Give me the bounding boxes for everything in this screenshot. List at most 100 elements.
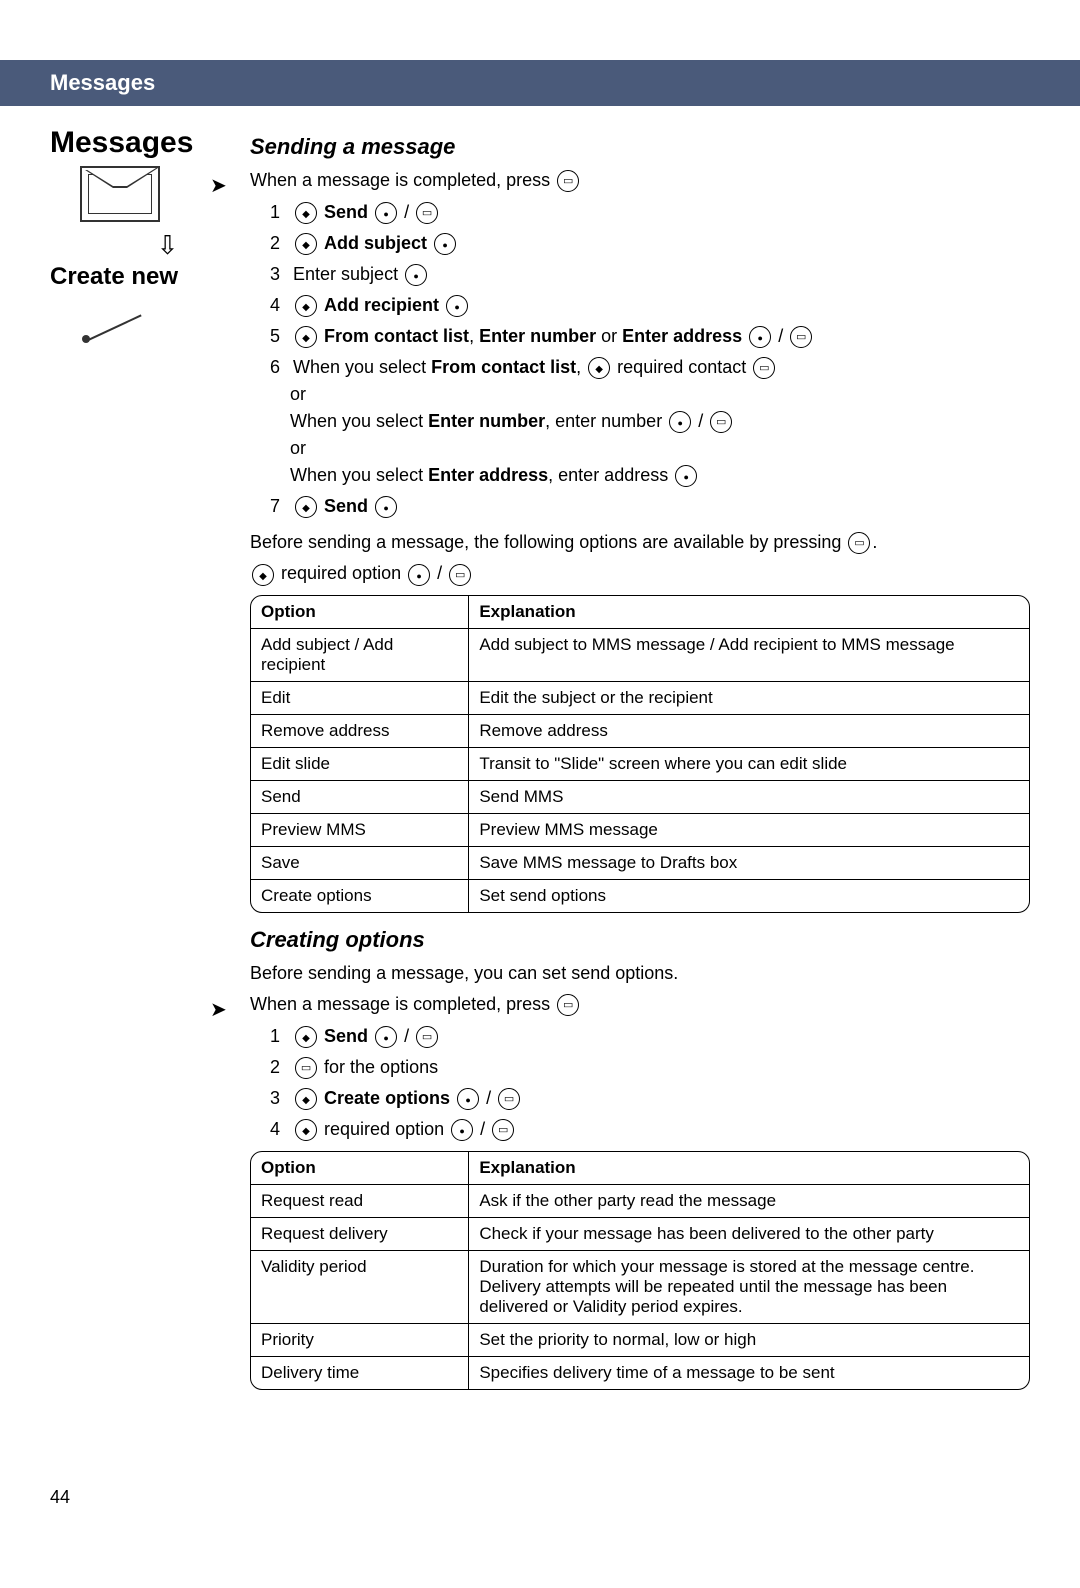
req-option-line: required option / bbox=[250, 561, 1030, 586]
arrow-right-icon: ➤ bbox=[210, 996, 227, 1024]
table-cell: Transit to "Slide" screen where you can … bbox=[469, 747, 1029, 780]
nav-icon bbox=[295, 295, 317, 317]
softkey-icon bbox=[416, 202, 438, 224]
table-row: Request deliveryCheck if your message ha… bbox=[251, 1217, 1029, 1250]
creating-intro2: ➤ When a message is completed, press bbox=[250, 992, 1030, 1017]
table-cell: Preview MMS message bbox=[469, 813, 1029, 846]
center-key-icon bbox=[434, 233, 456, 255]
table-row: PrioritySet the priority to normal, low … bbox=[251, 1323, 1029, 1356]
table-row: Remove addressRemove address bbox=[251, 714, 1029, 747]
options-table-1: Option Explanation Add subject / Add rec… bbox=[250, 595, 1030, 913]
center-key-icon bbox=[375, 202, 397, 224]
creating-steps: 1 Send / 2 for the options 3 Create opti… bbox=[250, 1023, 1030, 1143]
nav-icon bbox=[252, 564, 274, 586]
table-cell: Validity period bbox=[251, 1250, 469, 1323]
softkey-icon bbox=[416, 1026, 438, 1048]
table-cell: Remove address bbox=[469, 714, 1029, 747]
table-header: Explanation bbox=[469, 596, 1029, 629]
table-header: Option bbox=[251, 596, 469, 629]
center-key-icon bbox=[675, 465, 697, 487]
softkey-icon bbox=[498, 1088, 520, 1110]
center-key-icon bbox=[375, 1026, 397, 1048]
softkey-icon bbox=[557, 170, 579, 192]
down-arrow-icon: ⇩ bbox=[105, 230, 230, 261]
center-key-icon bbox=[405, 264, 427, 286]
table-cell: Add subject / Add recipient bbox=[251, 628, 469, 681]
table-cell: Request delivery bbox=[251, 1217, 469, 1250]
cstep-3: 3 Create options / bbox=[270, 1085, 1030, 1112]
table-cell: Edit the subject or the recipient bbox=[469, 681, 1029, 714]
table-cell: Set the priority to normal, low or high bbox=[469, 1323, 1029, 1356]
table-row: Validity periodDuration for which your m… bbox=[251, 1250, 1029, 1323]
sending-title: Sending a message bbox=[250, 134, 1030, 160]
creating-title: Creating options bbox=[250, 927, 1030, 953]
table-row: SaveSave MMS message to Drafts box bbox=[251, 846, 1029, 879]
center-key-icon bbox=[446, 295, 468, 317]
nav-icon bbox=[295, 1119, 317, 1141]
table-cell: Request read bbox=[251, 1184, 469, 1217]
table-cell: Delivery time bbox=[251, 1356, 469, 1389]
sending-intro: ➤ When a message is completed, press bbox=[250, 168, 1030, 193]
table-cell: Specifies delivery time of a message to … bbox=[469, 1356, 1029, 1389]
softkey-icon bbox=[557, 994, 579, 1016]
table-row: Preview MMSPreview MMS message bbox=[251, 813, 1029, 846]
before-sending-text: Before sending a message, the following … bbox=[250, 530, 1030, 555]
nav-icon bbox=[295, 1026, 317, 1048]
softkey-icon bbox=[753, 357, 775, 379]
left-column: Messages ⇩ Create new bbox=[50, 126, 250, 1404]
softkey-icon bbox=[710, 411, 732, 433]
right-column: Sending a message ➤ When a message is co… bbox=[250, 126, 1030, 1404]
step-1: 1 Send / bbox=[270, 199, 1030, 226]
center-key-icon bbox=[669, 411, 691, 433]
table-row: Add subject / Add recipientAdd subject t… bbox=[251, 628, 1029, 681]
table-row: EditEdit the subject or the recipient bbox=[251, 681, 1029, 714]
nav-icon bbox=[295, 202, 317, 224]
table-cell: Edit bbox=[251, 681, 469, 714]
table-cell: Preview MMS bbox=[251, 813, 469, 846]
left-subtitle: Create new bbox=[50, 263, 230, 291]
cstep-2: 2 for the options bbox=[270, 1054, 1030, 1081]
table-row: SendSend MMS bbox=[251, 780, 1029, 813]
table-cell: Add subject to MMS message / Add recipie… bbox=[469, 628, 1029, 681]
softkey-icon bbox=[295, 1057, 317, 1079]
page-header: Messages bbox=[0, 60, 1080, 106]
table-cell: Priority bbox=[251, 1323, 469, 1356]
header-title: Messages bbox=[50, 70, 155, 95]
table-cell: Send bbox=[251, 780, 469, 813]
table-cell: Remove address bbox=[251, 714, 469, 747]
center-key-icon bbox=[375, 496, 397, 518]
step-3: 3 Enter subject bbox=[270, 261, 1030, 288]
table-row: Edit slideTransit to "Slide" screen wher… bbox=[251, 747, 1029, 780]
table-cell: Ask if the other party read the message bbox=[469, 1184, 1029, 1217]
softkey-icon bbox=[492, 1119, 514, 1141]
step-4: 4 Add recipient bbox=[270, 292, 1030, 319]
nav-icon bbox=[295, 326, 317, 348]
left-title: Messages bbox=[50, 126, 230, 160]
table-row: Create optionsSet send options bbox=[251, 879, 1029, 912]
table-cell: Check if your message has been delivered… bbox=[469, 1217, 1029, 1250]
table-row: Delivery timeSpecifies delivery time of … bbox=[251, 1356, 1029, 1389]
envelope-icon bbox=[80, 166, 160, 226]
nav-icon bbox=[588, 357, 610, 379]
table-cell: Edit slide bbox=[251, 747, 469, 780]
creating-intro: Before sending a message, you can set se… bbox=[250, 961, 1030, 986]
center-key-icon bbox=[457, 1088, 479, 1110]
table-cell: Duration for which your message is store… bbox=[469, 1250, 1029, 1323]
center-key-icon bbox=[451, 1119, 473, 1141]
table-cell: Save MMS message to Drafts box bbox=[469, 846, 1029, 879]
step-2: 2 Add subject bbox=[270, 230, 1030, 257]
page-content: Messages ⇩ Create new Sending a message … bbox=[0, 106, 1080, 1424]
step-6: 6 When you select From contact list, req… bbox=[270, 354, 1030, 489]
sending-steps: 1 Send / 2 Add subject 3 Enter subject 4… bbox=[250, 199, 1030, 520]
softkey-icon bbox=[790, 326, 812, 348]
center-key-icon bbox=[408, 564, 430, 586]
table-header: Explanation bbox=[469, 1152, 1029, 1185]
table-header: Option bbox=[251, 1152, 469, 1185]
nav-icon bbox=[295, 233, 317, 255]
table-cell: Send MMS bbox=[469, 780, 1029, 813]
table-row: Request readAsk if the other party read … bbox=[251, 1184, 1029, 1217]
softkey-icon bbox=[449, 564, 471, 586]
table-cell: Create options bbox=[251, 879, 469, 912]
options-table-2: Option Explanation Request readAsk if th… bbox=[250, 1151, 1030, 1390]
arrow-right-icon: ➤ bbox=[210, 172, 227, 200]
